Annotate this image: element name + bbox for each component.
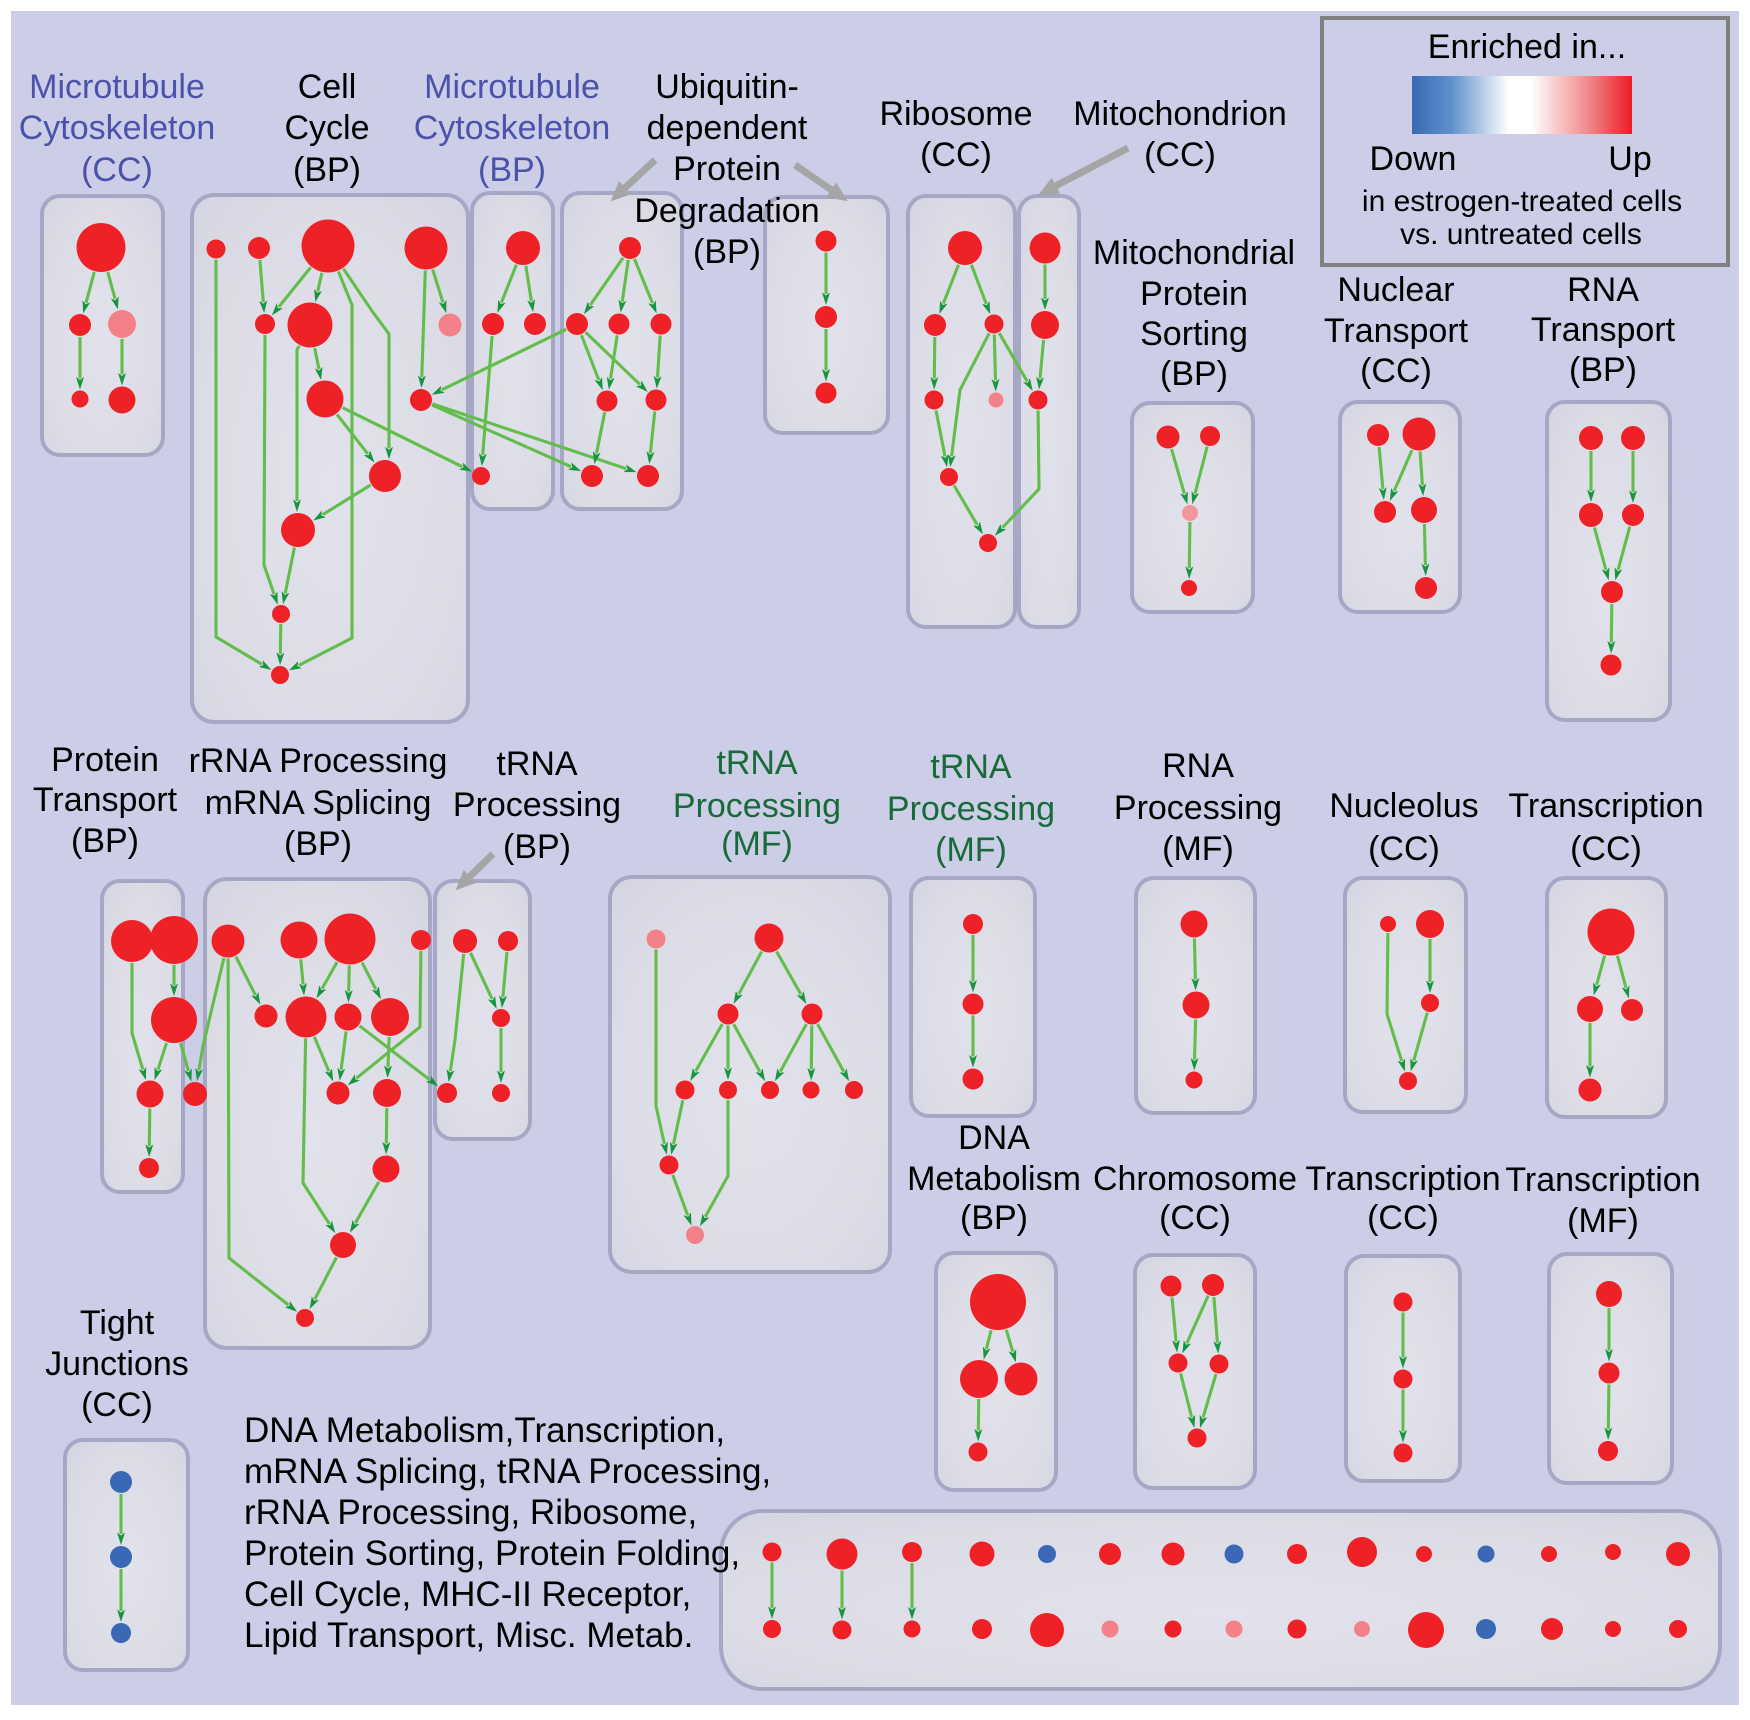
svg-text:(CC): (CC) <box>81 1386 153 1424</box>
svg-text:Microtubule: Microtubule <box>29 68 205 106</box>
svg-text:Junctions: Junctions <box>45 1345 189 1383</box>
svg-text:tRNA: tRNA <box>716 744 798 782</box>
svg-text:(BP): (BP) <box>693 233 761 271</box>
svg-text:mRNA Splicing: mRNA Splicing <box>205 784 432 822</box>
svg-text:(BP): (BP) <box>71 822 139 860</box>
svg-text:(MF): (MF) <box>1162 830 1234 868</box>
svg-text:Processing: Processing <box>887 790 1055 828</box>
svg-text:Transcription: Transcription <box>1305 1160 1500 1198</box>
svg-text:Cell Cycle, MHC-II Receptor,: Cell Cycle, MHC-II Receptor, <box>244 1575 691 1614</box>
svg-text:(BP): (BP) <box>960 1199 1028 1237</box>
svg-text:(MF): (MF) <box>935 831 1007 869</box>
svg-text:Cycle: Cycle <box>284 109 369 147</box>
svg-text:Ribosome: Ribosome <box>879 95 1032 133</box>
svg-text:tRNA: tRNA <box>496 745 578 783</box>
svg-text:Lipid Transport, Misc. Metab.: Lipid Transport, Misc. Metab. <box>244 1616 693 1655</box>
svg-text:RNA: RNA <box>1567 271 1639 309</box>
svg-text:DNA: DNA <box>958 1119 1030 1157</box>
svg-text:rRNA Processing: rRNA Processing <box>189 742 448 780</box>
svg-text:Ubiquitin-: Ubiquitin- <box>655 68 799 106</box>
svg-text:Protein Sorting, Protein Foldi: Protein Sorting, Protein Folding, <box>244 1534 740 1573</box>
svg-text:Chromosome: Chromosome <box>1093 1160 1297 1198</box>
svg-text:Metabolism: Metabolism <box>907 1160 1081 1198</box>
svg-text:Tight: Tight <box>80 1304 155 1342</box>
svg-text:Enriched in...: Enriched in... <box>1428 28 1626 66</box>
svg-text:Protein: Protein <box>673 150 781 188</box>
svg-text:Transport: Transport <box>1324 312 1469 350</box>
svg-text:Transport: Transport <box>33 781 178 819</box>
svg-text:Cell: Cell <box>298 68 357 106</box>
svg-text:(BP): (BP) <box>293 151 361 189</box>
svg-text:(CC): (CC) <box>1367 1199 1439 1237</box>
svg-text:vs. untreated cells: vs. untreated cells <box>1400 218 1642 251</box>
svg-text:(CC): (CC) <box>81 151 153 189</box>
svg-text:Mitochondrion: Mitochondrion <box>1073 95 1287 133</box>
svg-text:Processing: Processing <box>673 787 841 825</box>
svg-text:Nuclear: Nuclear <box>1337 271 1454 309</box>
svg-text:Transcription: Transcription <box>1505 1161 1700 1199</box>
svg-text:(BP): (BP) <box>478 151 546 189</box>
svg-text:(CC): (CC) <box>1159 1199 1231 1237</box>
svg-text:Transcription: Transcription <box>1508 787 1703 825</box>
svg-text:(BP): (BP) <box>1569 351 1637 389</box>
svg-text:Mitochondrial: Mitochondrial <box>1093 234 1295 272</box>
svg-text:Processing: Processing <box>453 786 621 824</box>
svg-text:(MF): (MF) <box>1567 1202 1639 1240</box>
svg-text:(BP): (BP) <box>284 825 352 863</box>
svg-text:Protein: Protein <box>51 741 159 779</box>
svg-text:DNA Metabolism,Transcription,: DNA Metabolism,Transcription, <box>244 1411 725 1450</box>
svg-text:dependent: dependent <box>647 109 808 147</box>
svg-text:RNA: RNA <box>1162 747 1234 785</box>
svg-text:(CC): (CC) <box>1360 352 1432 390</box>
svg-text:mRNA Splicing, tRNA Processing: mRNA Splicing, tRNA Processing, <box>244 1452 771 1491</box>
svg-text:Degradation: Degradation <box>634 192 819 230</box>
svg-text:Processing: Processing <box>1114 789 1282 827</box>
svg-text:Nucleolus: Nucleolus <box>1329 787 1478 825</box>
svg-text:Cytoskeleton: Cytoskeleton <box>414 109 611 147</box>
svg-text:Microtubule: Microtubule <box>424 68 600 106</box>
svg-text:in estrogen-treated cells: in estrogen-treated cells <box>1362 185 1682 218</box>
svg-text:(CC): (CC) <box>1144 136 1216 174</box>
svg-text:rRNA Processing, Ribosome,: rRNA Processing, Ribosome, <box>244 1493 697 1532</box>
svg-text:Sorting: Sorting <box>1140 315 1248 353</box>
svg-text:Transport: Transport <box>1531 311 1676 349</box>
svg-text:(BP): (BP) <box>503 828 571 866</box>
svg-text:tRNA: tRNA <box>930 748 1012 786</box>
svg-text:(MF): (MF) <box>721 825 793 863</box>
svg-text:Down: Down <box>1370 140 1457 178</box>
svg-text:(CC): (CC) <box>920 136 992 174</box>
svg-text:Up: Up <box>1608 140 1651 178</box>
svg-text:(BP): (BP) <box>1160 355 1228 393</box>
svg-text:Protein: Protein <box>1140 275 1248 313</box>
svg-text:(CC): (CC) <box>1570 830 1642 868</box>
svg-text:Cytoskeleton: Cytoskeleton <box>19 109 216 147</box>
svg-text:(CC): (CC) <box>1368 830 1440 868</box>
